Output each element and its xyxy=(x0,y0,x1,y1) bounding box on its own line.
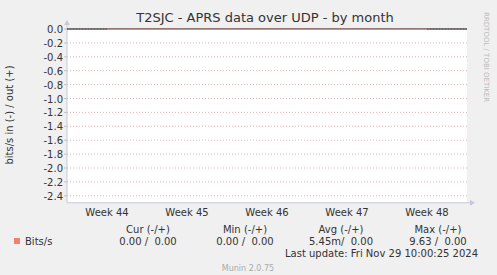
y-tick-label: -2.2 xyxy=(43,177,63,188)
axis-arrow xyxy=(470,200,475,206)
plot-marks xyxy=(67,29,467,30)
last-update: Last update: Fri Nov 29 10:00:25 2024 xyxy=(285,248,478,259)
y-axis xyxy=(67,23,68,203)
grid-line xyxy=(67,98,467,99)
axis-arrow xyxy=(64,20,70,25)
grid-line xyxy=(67,181,467,182)
legend-header: Min (-/+) xyxy=(223,224,267,235)
grid-line xyxy=(67,56,467,57)
legend-header: Max (-/+) xyxy=(414,224,461,235)
title: T2SJC - APRS data over UDP - by month xyxy=(135,10,394,25)
watermark: RRDTOOL / TOBI OETIKER xyxy=(482,12,490,102)
grid-line xyxy=(67,126,467,127)
legend-stat: 9.63 / 0.00 xyxy=(409,236,466,247)
chart: T2SJC - APRS data over UDP - by month bit… xyxy=(0,0,497,275)
grid-line xyxy=(67,112,467,113)
y-tick-label: -2.4 xyxy=(43,191,63,202)
legend-label: Bits/s xyxy=(25,236,52,247)
y-tick-label: -2.0 xyxy=(43,163,63,174)
x-tick-label: Week 47 xyxy=(325,207,368,218)
y-tick-label: -0.2 xyxy=(43,38,63,49)
x-tick-label: Week 44 xyxy=(85,207,128,218)
legend-stat: 0.00 / 0.00 xyxy=(119,236,176,247)
y-tick-label: 0.0 xyxy=(47,24,63,35)
y-tick-label: -1.4 xyxy=(43,121,63,132)
zero-line xyxy=(67,29,467,30)
grid-line xyxy=(67,70,467,71)
x-tick-label: Week 45 xyxy=(165,207,208,218)
grid-line xyxy=(67,140,467,141)
legend-header: Cur (-/+) xyxy=(126,224,170,235)
background xyxy=(0,0,497,275)
y-tick-label: -0.6 xyxy=(43,66,63,77)
legend-stat: 5.45m/ 0.00 xyxy=(309,236,373,247)
grid-line xyxy=(67,84,467,85)
grid-line xyxy=(67,168,467,169)
footer: Munin 2.0.75 xyxy=(222,264,274,273)
grid-line xyxy=(67,29,467,30)
legend-stat: 0.00 / 0.00 xyxy=(216,236,273,247)
y-tick-label: -1.6 xyxy=(43,135,63,146)
x-tick-label: Week 48 xyxy=(405,207,448,218)
y-tick-label: -1.0 xyxy=(43,94,63,105)
plot-area xyxy=(67,29,467,203)
y-tick-label: -1.2 xyxy=(43,107,63,118)
grid-line xyxy=(67,195,467,196)
x-tick-label: Week 46 xyxy=(245,207,288,218)
x-axis xyxy=(67,202,471,203)
y-axis-label: bits/s in (-) / out (+) xyxy=(4,65,15,164)
grid-line xyxy=(67,42,467,43)
y-tick-label: -0.4 xyxy=(43,52,63,63)
series-line xyxy=(107,29,427,30)
y-tick-label: -0.8 xyxy=(43,80,63,91)
legend-swatch xyxy=(14,238,20,244)
legend-header: Avg (-/+) xyxy=(319,224,364,235)
y-tick-label: -1.8 xyxy=(43,149,63,160)
grid-line xyxy=(67,154,467,155)
